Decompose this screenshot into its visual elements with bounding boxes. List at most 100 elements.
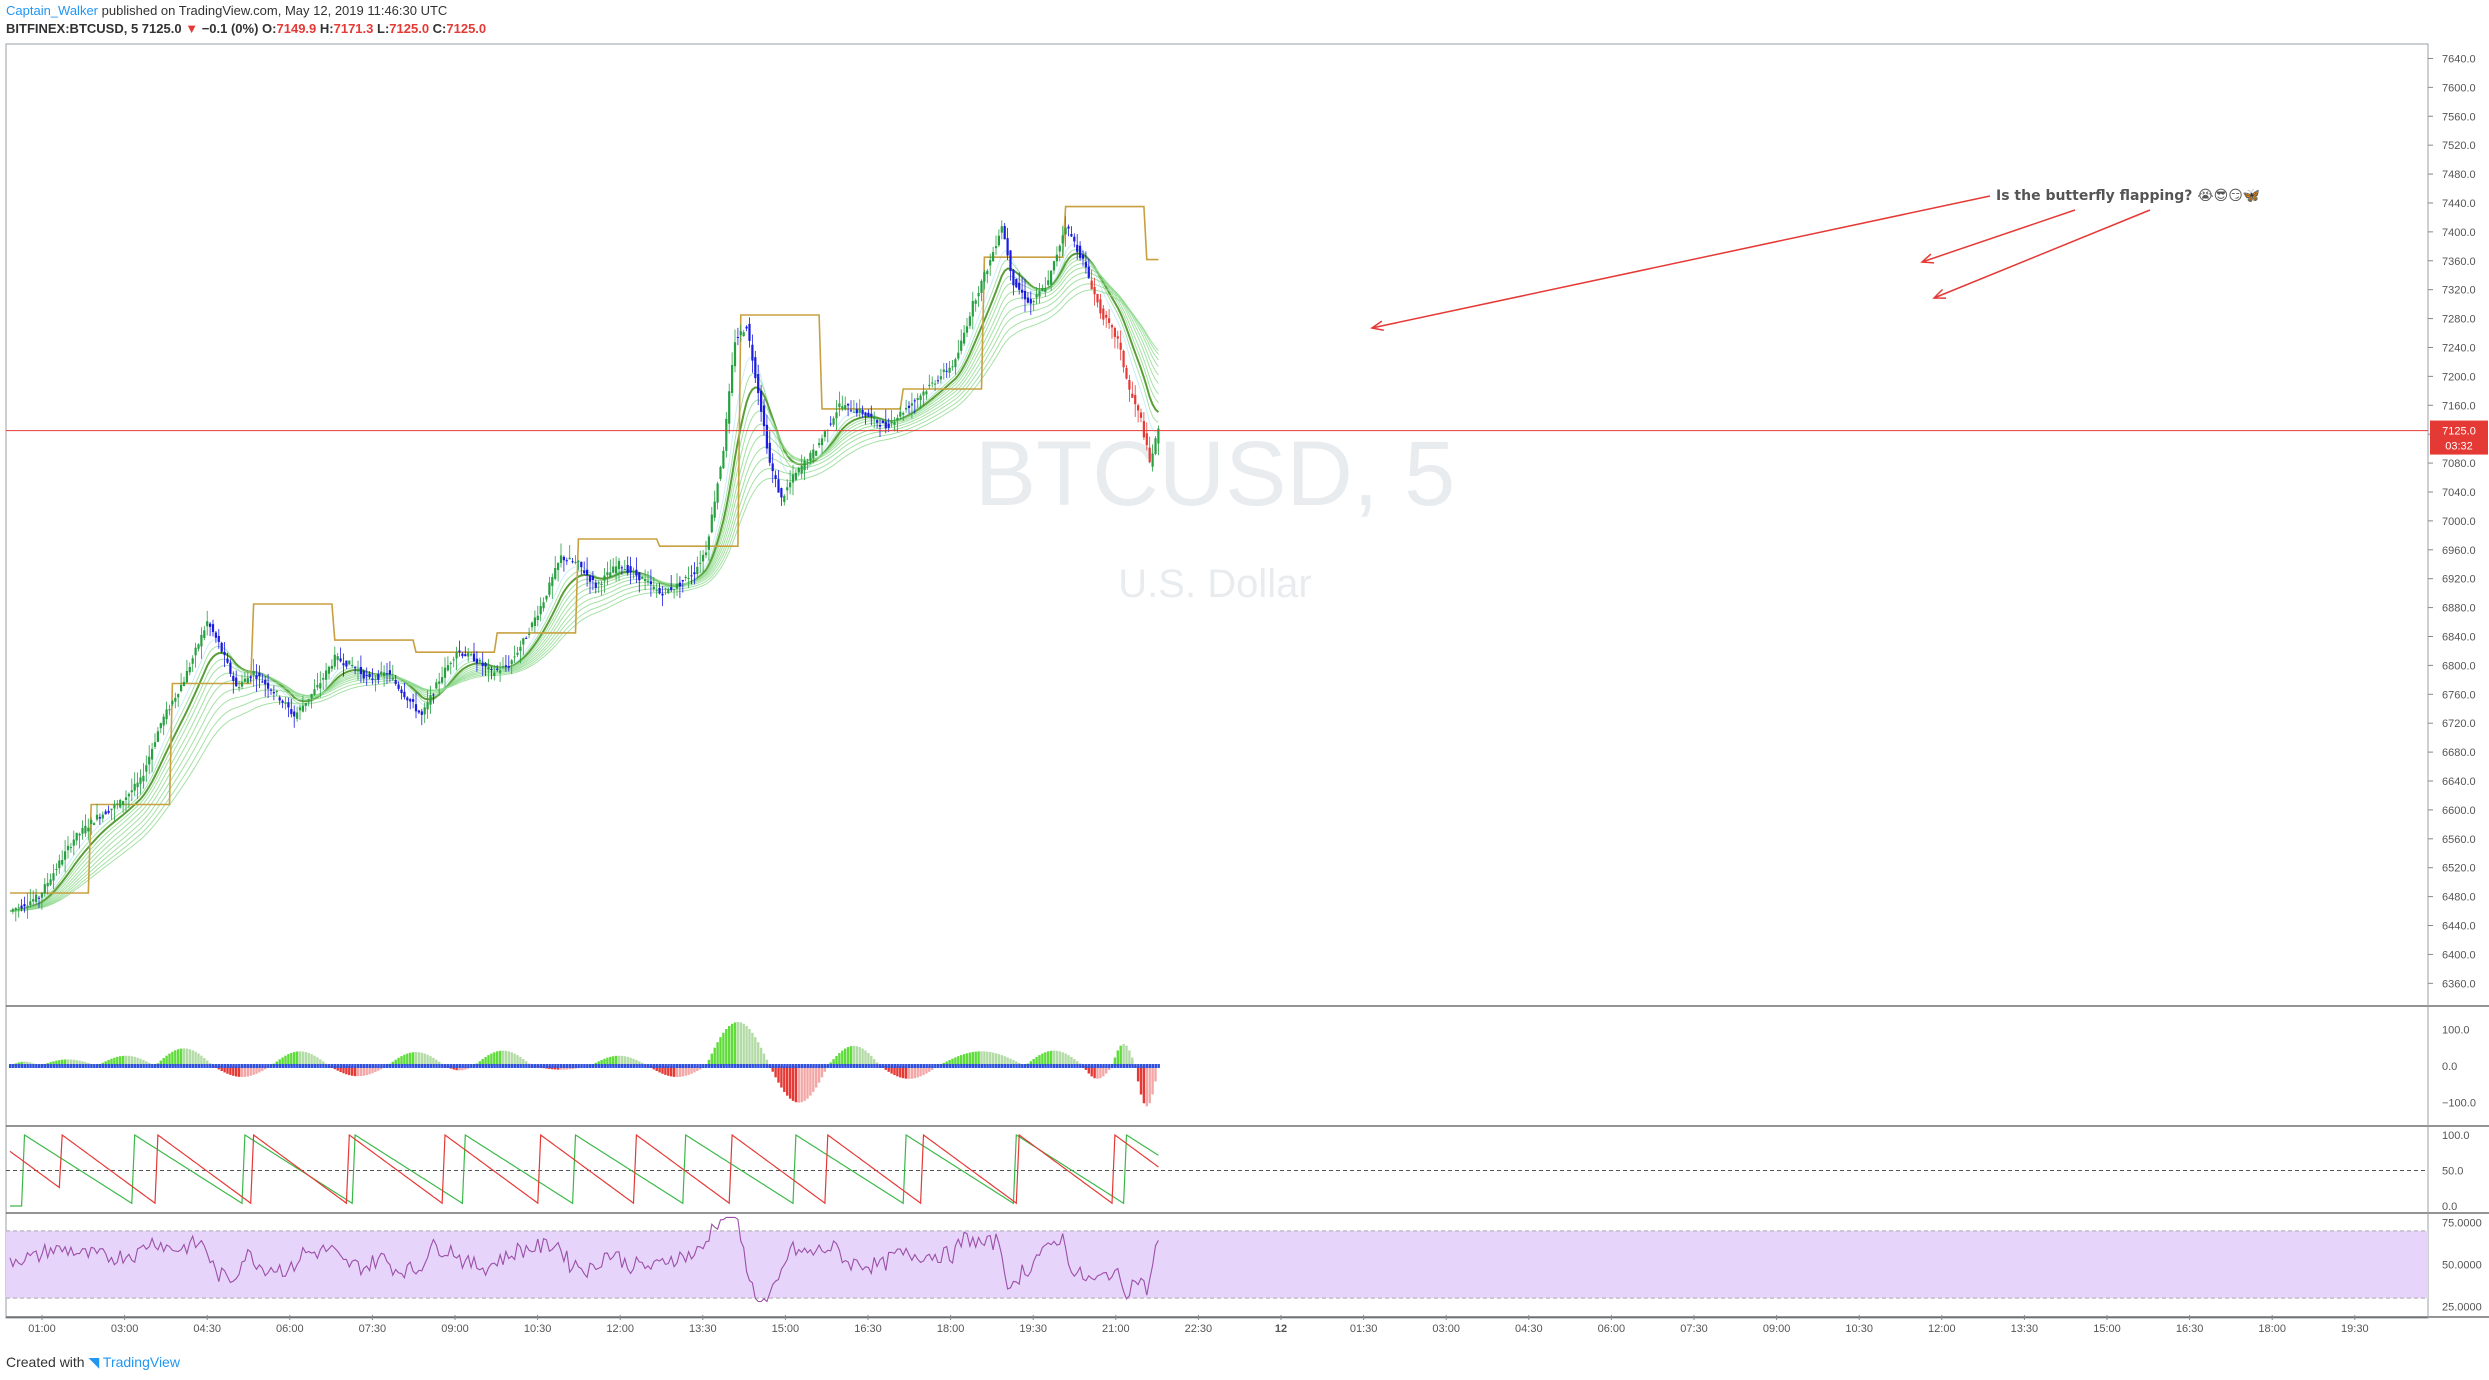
candle-body — [925, 391, 928, 395]
x-tick-label: 07:30 — [1680, 1323, 1708, 1335]
candle-body — [687, 577, 690, 579]
candle-body — [429, 695, 432, 705]
candle-body — [612, 566, 615, 573]
hist-bar — [655, 1066, 658, 1071]
hist-bar — [754, 1037, 757, 1066]
x-tick-label: 15:00 — [772, 1323, 800, 1335]
candle-body — [478, 659, 481, 662]
hist-bar — [516, 1055, 519, 1066]
hist-bar — [162, 1058, 165, 1066]
candle-body — [983, 272, 986, 282]
candle-body — [464, 654, 467, 657]
tradingview-brand[interactable]: TradingView — [102, 1354, 180, 1370]
candle-body — [182, 681, 186, 686]
hist-bar — [989, 1052, 992, 1066]
hist-bar — [774, 1066, 777, 1078]
hist-bar — [130, 1056, 133, 1066]
hist-bar — [484, 1056, 487, 1066]
hist-bar — [1116, 1050, 1119, 1066]
hist-bar — [809, 1066, 812, 1096]
candle-body — [1079, 245, 1082, 259]
candle-body — [458, 650, 461, 653]
hist-bar — [815, 1066, 818, 1088]
plot-frame — [5, 43, 2429, 1319]
candle-body — [1131, 393, 1134, 398]
candle-body — [1026, 297, 1029, 303]
hist-bar — [597, 1061, 600, 1066]
hist-bar — [397, 1057, 400, 1066]
annotation-arrow — [1921, 209, 2076, 263]
high-label: H: — [319, 21, 334, 36]
candle-body — [20, 905, 23, 909]
hist-bar — [1032, 1059, 1035, 1066]
hist-bar — [1154, 1066, 1157, 1082]
candle-body — [693, 572, 696, 575]
candle-body — [896, 417, 899, 421]
candle-body — [191, 658, 194, 664]
candle-body — [1003, 226, 1006, 240]
author-link[interactable]: Captain_Walker — [6, 3, 99, 18]
y-tick-label: 7520.0 — [2442, 140, 2476, 152]
hist-bar — [672, 1066, 676, 1077]
hist-bar — [742, 1023, 745, 1066]
candle-body — [1032, 301, 1035, 303]
hist-bar — [846, 1047, 850, 1066]
candle-body — [780, 488, 783, 498]
candle-body — [40, 892, 43, 898]
hist-bar — [841, 1050, 844, 1066]
y-tick-label: 6840.0 — [2442, 631, 2476, 643]
candle-body — [124, 797, 128, 801]
candle-body — [368, 674, 371, 678]
candle-body — [858, 408, 861, 413]
aroon-tick-label: 0.0 — [2442, 1201, 2457, 1213]
aroon-tick-label: 100.0 — [2442, 1130, 2470, 1142]
candle-body — [510, 660, 513, 664]
hist-bar — [293, 1052, 296, 1066]
tradingview-logo-icon[interactable]: ◥ — [88, 1354, 100, 1370]
candle-body — [238, 687, 241, 689]
hist-bar — [974, 1051, 977, 1066]
candle-body — [574, 561, 577, 563]
candle-body — [841, 406, 844, 409]
candle-body — [934, 383, 937, 385]
candle-body — [397, 684, 400, 689]
hist-bar — [159, 1060, 162, 1066]
candle-body — [957, 352, 960, 359]
hist-bar — [23, 1061, 26, 1066]
hist-bar — [788, 1066, 792, 1099]
candle-body — [881, 420, 884, 423]
candle-body — [989, 260, 992, 266]
footer: Created with ◥ TradingView — [6, 1354, 180, 1371]
candle-body — [1015, 279, 1018, 288]
hist-bar — [295, 1051, 299, 1066]
candle-body — [232, 675, 235, 681]
candle-body — [768, 442, 771, 463]
candle-body — [673, 589, 676, 591]
hist-bar — [287, 1054, 290, 1066]
candle-body — [994, 246, 998, 249]
candle-body — [165, 709, 168, 720]
hist-bar — [438, 1061, 441, 1066]
candle-body — [635, 569, 638, 576]
candle-body — [797, 468, 800, 473]
aroon-up-line — [10, 1133, 1159, 1207]
candle-body — [11, 909, 14, 912]
candle-body — [1038, 291, 1041, 297]
hist-bar — [1128, 1050, 1131, 1066]
hist-bar — [632, 1058, 635, 1066]
candle-body — [646, 580, 650, 583]
hist-bar — [252, 1066, 255, 1075]
hist-bar — [104, 1061, 107, 1066]
hist-bar — [525, 1061, 528, 1066]
y-tick-label: 6520.0 — [2442, 863, 2476, 875]
candle-body — [406, 697, 409, 701]
hist-bar — [310, 1054, 313, 1066]
candle-body — [426, 702, 429, 710]
candle-body — [322, 678, 325, 680]
candle-body — [1012, 269, 1015, 286]
candle-body — [55, 868, 58, 870]
candle-body — [867, 412, 870, 417]
hist-bar — [243, 1066, 247, 1077]
hist-bar — [855, 1046, 858, 1066]
